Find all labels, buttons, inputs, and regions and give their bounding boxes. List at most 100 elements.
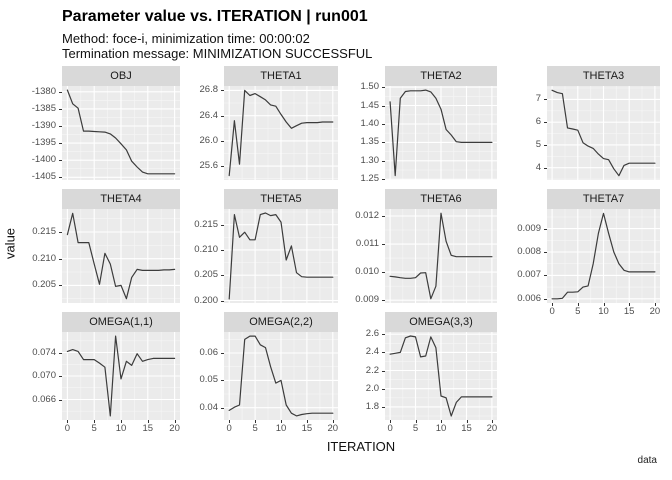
series-line	[228, 335, 334, 417]
y-tick-label: 0.007	[517, 269, 541, 281]
x-tick-mark	[415, 420, 417, 423]
y-tick-label: 0.215	[32, 226, 56, 237]
x-tick-label: 5	[575, 306, 581, 317]
series-line	[551, 89, 656, 177]
y-axis-title: value	[2, 227, 18, 260]
y-tick-mark	[221, 353, 224, 354]
series-line	[389, 212, 493, 300]
facet-OMEGA(1,1): OMEGA(1,1)	[62, 312, 180, 420]
y-tick-label: -1405	[31, 171, 56, 183]
y-tick-mark	[544, 228, 547, 230]
y-tick-label: 26.8	[199, 84, 219, 96]
y-tick-label: -1385	[31, 102, 56, 114]
facet-OMEGA(3,3): OMEGA(3,3)	[385, 312, 497, 420]
y-tick-mark	[382, 370, 385, 372]
y-axis-OMEGA(2,2): 0.04 0.05 0.06	[180, 312, 224, 420]
x-axis-THETA7: 0 5 10 15 20	[547, 303, 660, 319]
facet-panel-svg	[62, 332, 180, 420]
y-tick-mark	[544, 122, 547, 124]
plot-caption: data	[637, 455, 657, 466]
facet-panel-svg	[224, 209, 338, 303]
x-tick-label: 10	[115, 423, 127, 434]
x-tick-label: 0	[226, 423, 232, 434]
y-tick-mark	[221, 380, 224, 382]
y-tick-label: 0.070	[32, 370, 56, 381]
x-tick-mark	[552, 303, 554, 306]
y-tick-label: 1.45	[360, 99, 380, 111]
y-tick-label: 0.205	[194, 269, 218, 281]
y-tick-label: 0.009	[517, 222, 541, 234]
x-tick-label: 20	[649, 306, 661, 317]
y-tick-mark	[382, 87, 385, 89]
x-tick-label: 0	[549, 306, 555, 317]
y-tick-label: 1.35	[360, 136, 380, 148]
x-tick-mark	[390, 420, 392, 423]
facet-THETA2: THETA2	[385, 66, 497, 180]
y-tick-label: 6	[535, 116, 541, 128]
y-tick-mark	[59, 285, 62, 287]
y-tick-label: 2.0	[365, 382, 379, 394]
y-tick-mark	[59, 399, 62, 401]
y-tick-mark	[221, 300, 224, 302]
y-tick-mark	[221, 249, 224, 251]
y-tick-label: 2.6	[365, 328, 379, 340]
series-line	[228, 212, 334, 300]
x-tick-mark	[306, 420, 308, 423]
y-tick-label: 0.06	[199, 347, 219, 358]
facet-strip: OMEGA(2,2)	[224, 312, 338, 332]
y-tick-mark	[382, 406, 385, 408]
facet-OMEGA(2,2): OMEGA(2,2)	[224, 312, 338, 420]
x-axis-OMEGA(2,2): 0 5 10 15 20	[224, 420, 338, 436]
y-tick-label: -1400	[31, 154, 56, 166]
facet-THETA1: THETA1	[224, 66, 338, 180]
x-axis-OMEGA(3,3): 0 5 10 15 20	[385, 420, 497, 436]
facet-OBJ: OBJ	[62, 66, 180, 180]
y-tick-mark	[221, 407, 224, 409]
y-tick-mark	[59, 177, 62, 179]
y-tick-label: 1.30	[360, 154, 380, 166]
x-tick-mark	[229, 420, 231, 423]
series-line	[551, 212, 656, 300]
y-tick-mark	[59, 91, 62, 93]
series-line	[66, 335, 176, 417]
y-axis-OBJ: -1380 -1385 -1390 -1395 -1400 -1405	[0, 66, 62, 183]
y-axis-THETA3: 4 5 6 7	[497, 66, 547, 180]
y-axis-THETA1: 25.6 26.0 26.4 26.8	[180, 66, 224, 180]
facet-THETA5: THETA5	[224, 189, 338, 303]
facet-THETA7: THETA7	[547, 189, 660, 303]
y-tick-mark	[59, 160, 62, 162]
page-title: Parameter value vs. ITERATION | run001	[62, 8, 368, 25]
x-tick-label: 0	[64, 423, 71, 434]
series-line	[389, 89, 493, 177]
y-tick-label: 0.05	[199, 374, 219, 386]
y-tick-mark	[221, 166, 224, 168]
y-tick-mark	[382, 216, 385, 217]
y-tick-mark	[544, 99, 547, 101]
subtitle-method: Method: foce-i, minimization time: 00:00…	[62, 31, 310, 46]
y-tick-label: 2.2	[365, 364, 379, 376]
y-tick-label: 0.066	[32, 393, 56, 405]
y-tick-label: -1395	[31, 137, 56, 149]
y-tick-label: 0.200	[194, 294, 218, 306]
series-line	[66, 212, 176, 300]
y-tick-mark	[382, 334, 385, 336]
y-tick-label: 0.210	[194, 243, 218, 255]
y-axis-THETA5: 0.200 0.205 0.210 0.215	[180, 189, 224, 306]
y-tick-mark	[59, 126, 62, 127]
x-tick-mark	[67, 420, 69, 423]
y-axis-OMEGA(3,3): 1.8 2.0 2.2 2.4 2.6	[338, 312, 385, 420]
y-axis-THETA7: 0.006 0.007 0.008 0.009	[497, 189, 547, 303]
y-tick-mark	[382, 352, 385, 354]
x-tick-mark	[629, 303, 631, 306]
y-tick-label: 0.011	[355, 238, 379, 250]
y-tick-mark	[382, 160, 385, 162]
facet-THETA6: THETA6	[385, 189, 497, 303]
x-tick-label: 5	[252, 423, 258, 434]
y-tick-mark	[221, 275, 224, 277]
x-tick-mark	[491, 420, 493, 423]
y-tick-mark	[544, 252, 547, 253]
y-tick-label: 26.4	[199, 109, 219, 121]
series-line	[228, 89, 334, 177]
x-tick-label: 20	[169, 423, 180, 434]
